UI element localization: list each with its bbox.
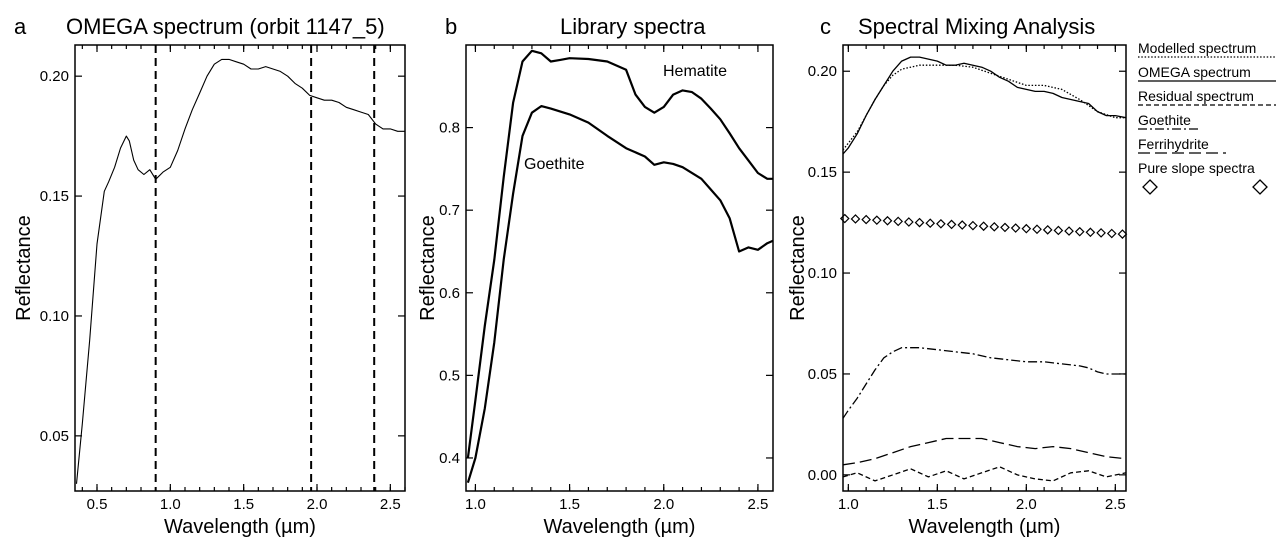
x-tick-label: 1.5: [233, 496, 254, 513]
y-axis-label: Reflectance: [787, 215, 809, 321]
legend-ferrihydrite: Ferrihydrite: [1138, 136, 1209, 152]
legend-slope: Pure slope spectra: [1138, 160, 1255, 176]
panel-c-letter: c: [820, 14, 831, 39]
y-tick-label: 0.5: [439, 367, 460, 384]
y-tick-label: 0.8: [439, 120, 460, 137]
y-tick-label: 0.10: [808, 265, 837, 282]
y-tick-label: 0.10: [40, 308, 69, 325]
y-axis-label: Reflectance: [13, 215, 35, 321]
diamond-marker: [946, 219, 957, 230]
panel-b: 1.0 1.5 2.0 2.5 0.4 0.5 0.6 0.7 0.8 Wavelength (µ…: [417, 44, 774, 538]
series-line: [75, 58, 405, 484]
y-tick-label: 0.15: [40, 188, 69, 205]
x-tick-label: 2.5: [1105, 496, 1126, 513]
diamond-marker: [1074, 226, 1085, 237]
x-tick-label: 1.5: [559, 496, 580, 513]
diamond-marker: [1010, 223, 1021, 233]
diamond-marker: [1096, 228, 1106, 238]
series-line: [842, 64, 1126, 151]
legend-goethite: Goethite: [1138, 112, 1191, 128]
x-axis-label: Wavelength (µm): [164, 516, 316, 538]
series-line: [466, 49, 773, 459]
legend-modelled: Modelled spectrum: [1138, 40, 1256, 56]
diamond-marker: [925, 218, 936, 229]
x-tick-label: 1.0: [465, 496, 486, 513]
y-tick-label: 0.20: [808, 63, 837, 80]
diamond-marker: [861, 214, 871, 225]
diamond-marker: [914, 217, 925, 228]
hematite-label: Hematite: [663, 63, 727, 80]
diamond-marker: [978, 221, 989, 232]
plot-frame: [842, 44, 1127, 492]
legend-residual: Residual spectrum: [1138, 88, 1254, 104]
diamond-marker: [871, 215, 882, 226]
diamond-marker: [904, 217, 914, 227]
goethite-label: Goethite: [524, 156, 585, 173]
y-tick-label: 0.20: [40, 68, 69, 85]
diamond-marker: [1085, 227, 1096, 238]
y-tick-label: 0.15: [808, 164, 837, 181]
y-tick-label: 0.6: [439, 285, 460, 302]
diamond-marker: [1053, 225, 1064, 236]
series-line: [842, 437, 1127, 466]
diamond-marker: [882, 215, 893, 226]
diamond-marker: [1042, 225, 1053, 235]
x-tick-label: 2.0: [307, 496, 328, 513]
y-axis-label: Reflectance: [417, 215, 439, 321]
diamond-marker: [839, 213, 850, 224]
series-line: [842, 466, 1127, 482]
x-axis-label: Wavelength (µm): [544, 516, 696, 538]
x-tick-label: 2.5: [748, 496, 769, 513]
y-tick-label: 0.00: [808, 467, 837, 484]
y-tick-label: 0.05: [808, 366, 837, 383]
x-tick-label: 0.5: [87, 496, 108, 513]
y-tick-label: 0.05: [40, 428, 69, 445]
panel-b-title: Library spectra: [560, 14, 706, 39]
x-tick-label: 1.0: [160, 496, 181, 513]
legend-slope-diamond-right: [1252, 179, 1268, 195]
diamond-marker: [1032, 224, 1042, 235]
panel-a-title: OMEGA spectrum (orbit 1147_5): [66, 14, 385, 39]
diamond-marker: [1021, 223, 1032, 234]
panel-b-letter: b: [445, 14, 457, 39]
legend: Modelled spectrum OMEGA spectrum Residua…: [1138, 40, 1276, 195]
y-tick-label: 0.4: [439, 450, 460, 467]
legend-omega: OMEGA spectrum: [1138, 64, 1251, 80]
y-tick-label: 0.7: [439, 202, 460, 219]
diamond-marker: [1000, 222, 1010, 233]
series-line: [466, 104, 774, 484]
diamond-marker: [1117, 229, 1128, 239]
x-tick-label: 2.0: [653, 496, 674, 513]
diamond-marker: [1106, 228, 1117, 239]
diamond-marker: [968, 220, 978, 231]
diamond-marker: [989, 221, 1000, 232]
panel-a-letter: a: [14, 14, 27, 39]
x-tick-label: 2.5: [380, 496, 401, 513]
x-axis-label: Wavelength (µm): [909, 516, 1061, 538]
series-line: [842, 347, 1126, 419]
x-tick-label: 2.0: [1016, 496, 1037, 513]
panel-c: 1.0 1.5 2.0 2.5 0.00 0.05 0.10 0.15 0.20 Waveleng…: [787, 44, 1128, 538]
panel-a: 0.5 1.0 1.5 2.0 2.5 0.05 0.10 0.15 0.20 Wavelengt…: [13, 44, 406, 538]
diamond-marker: [957, 220, 968, 230]
diamond-marker: [893, 216, 904, 227]
plot-frame: [465, 44, 774, 492]
x-tick-label: 1.0: [838, 496, 859, 513]
legend-slope-diamond-left: [1142, 179, 1158, 195]
diamond-marker: [850, 214, 861, 224]
diamond-marker: [936, 218, 946, 229]
diamond-marker: [1064, 226, 1074, 236]
panel-c-title: Spectral Mixing Analysis: [858, 14, 1095, 39]
plot-frame: [74, 44, 406, 492]
series-line: [842, 56, 1127, 155]
x-tick-label: 1.5: [927, 496, 948, 513]
